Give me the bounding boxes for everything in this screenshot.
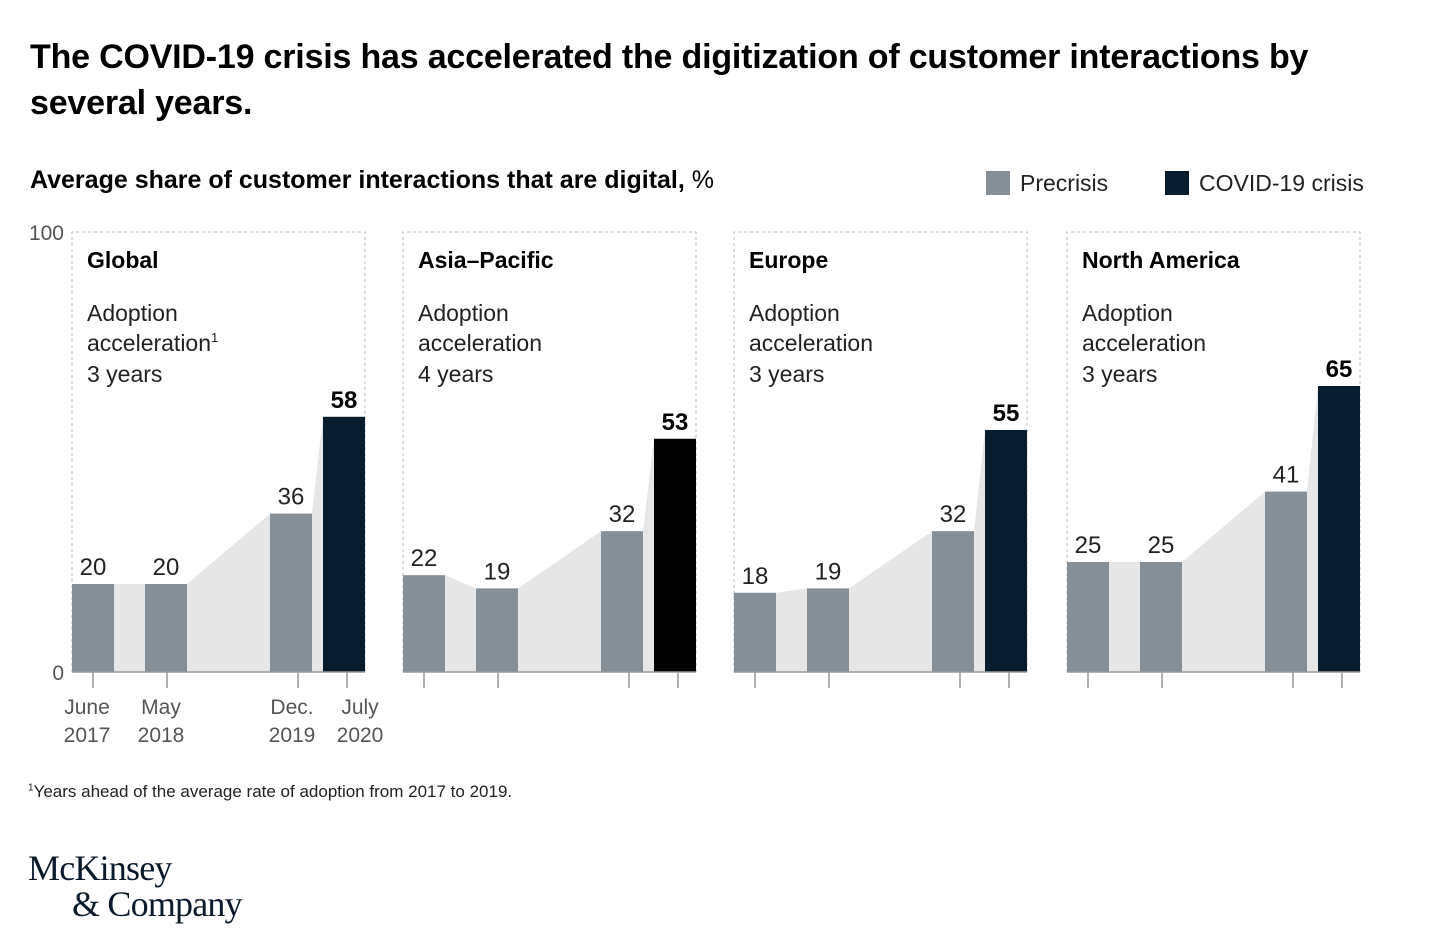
x-tick-label-0-line1: June [64, 696, 110, 719]
value-label-north-america-0: 25 [1075, 532, 1102, 559]
chart-subtitle: Average share of customer interactions t… [30, 166, 714, 195]
logo-line-2: & Company [72, 884, 243, 924]
subtitle-text: Average share of customer interactions t… [30, 166, 685, 194]
footnote: 1Years ahead of the average rate of adop… [28, 782, 512, 802]
bar-global-1 [145, 584, 187, 672]
adoption-label-global-2: acceleration1 [87, 330, 218, 356]
x-tick-label-1-line2: 2018 [138, 724, 185, 747]
y-tick-label-100: 100 [29, 222, 64, 245]
value-label-europe-2: 32 [940, 501, 967, 528]
bar-asia-pacific-3 [654, 438, 696, 672]
mckinsey-logo: McKinsey & Company [28, 848, 243, 924]
x-tick-label-1-line1: May [141, 696, 181, 719]
bar-europe-3 [985, 430, 1027, 672]
value-label-europe-1: 19 [815, 558, 842, 585]
adoption-label-europe-2: acceleration [749, 330, 873, 356]
value-label-asia-pacific-1: 19 [484, 558, 511, 585]
footnote-marker: 1 [28, 782, 34, 794]
area-north-america [1067, 386, 1360, 672]
x-tick-label-2-line2: 2019 [269, 724, 316, 747]
legend-item-precrisis: Precrisis [986, 170, 1108, 196]
value-label-north-america-3: 65 [1326, 356, 1353, 383]
bar-asia-pacific-0 [403, 575, 445, 672]
panel-title-global: Global [87, 247, 159, 273]
value-label-global-1: 20 [153, 554, 180, 581]
bar-global-0 [72, 584, 114, 672]
adoption-label-europe-1: Adoption [749, 300, 840, 326]
bar-europe-0 [734, 592, 776, 672]
bar-europe-2 [932, 531, 974, 672]
x-tick-label-3-line2: 2020 [337, 724, 384, 747]
value-label-asia-pacific-3: 53 [662, 409, 689, 436]
y-tick-label-0: 0 [52, 662, 64, 685]
adoption-value-europe: 3 years [749, 361, 824, 387]
adoption-label-north-america-2: acceleration [1082, 330, 1206, 356]
area-europe [734, 430, 1027, 672]
adoption-value-north-america: 3 years [1082, 361, 1157, 387]
value-label-asia-pacific-2: 32 [609, 501, 636, 528]
legend-swatch-covid [1165, 171, 1189, 195]
bar-north-america-2 [1265, 491, 1307, 672]
value-label-north-america-2: 41 [1273, 462, 1300, 489]
adoption-label-asia-pacific-2: acceleration [418, 330, 542, 356]
adoption-label-north-america-1: Adoption [1082, 300, 1173, 326]
adoption-value-global: 3 years [87, 361, 162, 387]
value-label-global-3: 58 [331, 387, 358, 414]
value-label-europe-3: 55 [993, 400, 1020, 427]
panel-title-north-america: North America [1082, 247, 1240, 273]
bar-north-america-1 [1140, 562, 1182, 672]
panel-title-asia-pacific: Asia–Pacific [418, 247, 554, 273]
value-label-global-2: 36 [278, 484, 305, 511]
logo-line-1: McKinsey [28, 848, 172, 888]
bar-europe-1 [807, 588, 849, 672]
bar-global-3 [323, 416, 365, 672]
area-global [72, 416, 365, 672]
bar-asia-pacific-1 [476, 588, 518, 672]
adoption-value-asia-pacific: 4 years [418, 361, 493, 387]
subtitle-unit: % [691, 166, 715, 194]
adoption-label-asia-pacific-1: Adoption [418, 300, 509, 326]
bar-north-america-3 [1318, 386, 1360, 672]
value-label-asia-pacific-0: 22 [411, 545, 438, 572]
value-label-north-america-1: 25 [1148, 532, 1175, 559]
bar-asia-pacific-2 [601, 531, 643, 672]
footnote-text: Years ahead of the average rate of adopt… [33, 782, 513, 801]
x-tick-label-3-line1: July [341, 696, 379, 719]
panel-title-europe: Europe [749, 247, 828, 273]
area-asia-pacific [403, 438, 696, 672]
value-label-global-0: 20 [80, 554, 107, 581]
x-tick-label-0-line2: 2017 [64, 724, 111, 747]
legend-item-covid: COVID-19 crisis [1165, 170, 1364, 196]
x-tick-label-2-line1: Dec. [270, 696, 313, 719]
legend-label-covid: COVID-19 crisis [1199, 169, 1364, 196]
adoption-label-global-1: Adoption [87, 300, 178, 326]
legend-label-precrisis: Precrisis [1020, 169, 1109, 196]
chart-title: The COVID-19 crisis has accelerated the … [30, 38, 1309, 122]
legend-swatch-precrisis [986, 171, 1010, 195]
footnote-ref-marker: 1 [211, 330, 218, 345]
value-label-europe-0: 18 [742, 563, 769, 590]
bar-north-america-0 [1067, 562, 1109, 672]
bar-global-2 [270, 513, 312, 672]
